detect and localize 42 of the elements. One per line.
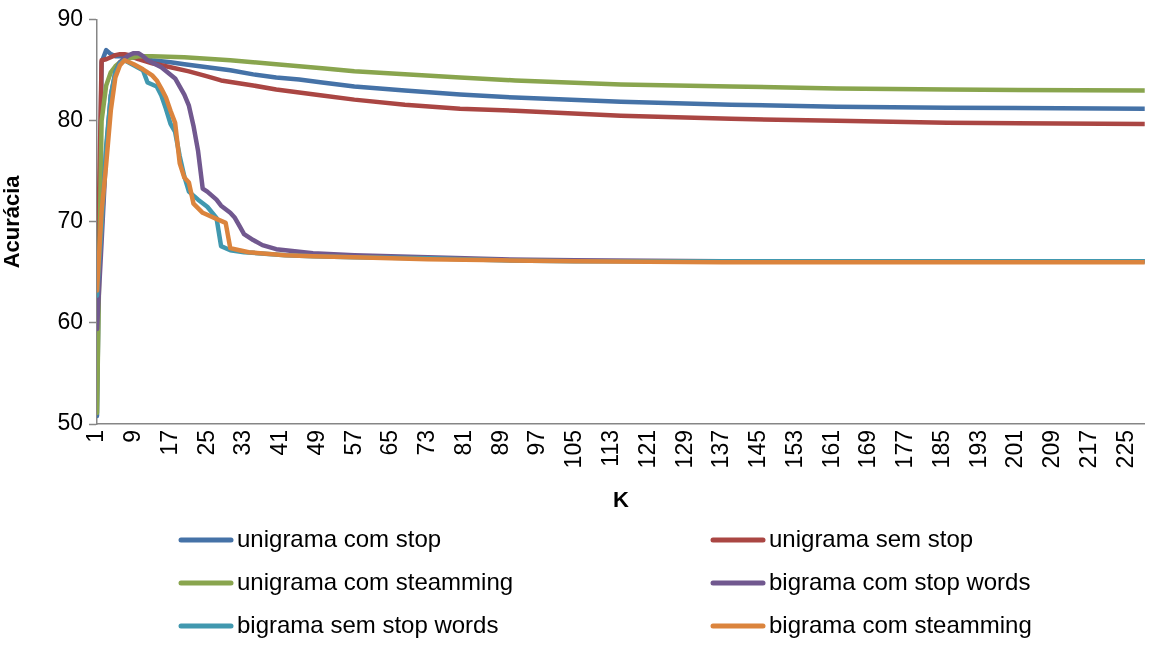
x-axis-title: K (612, 486, 629, 512)
legend-label: unigrama com steamming (237, 567, 514, 595)
x-tick-label: 105 (560, 430, 587, 469)
x-tick-label: 153 (780, 430, 807, 469)
legend-label: unigrama sem stop (769, 524, 974, 552)
x-tick-label: 25 (192, 430, 219, 456)
x-tick-label: 113 (597, 430, 624, 467)
x-tick-label: 169 (854, 430, 881, 469)
x-tick-label: 33 (229, 430, 256, 456)
x-tick-label: 145 (744, 430, 771, 469)
legend-label: bigrama com stop words (769, 567, 1031, 595)
x-tick-label: 81 (449, 430, 476, 456)
x-tick-label: 73 (413, 430, 440, 456)
x-tick-label: 185 (927, 430, 954, 469)
y-tick-label: 50 (57, 409, 83, 436)
x-tick-label: 49 (302, 430, 329, 456)
y-axis-title: Acurácia (0, 174, 25, 269)
x-tick-label: 225 (1111, 430, 1138, 469)
legend-label: unigrama com stop (237, 524, 442, 552)
x-tick-label: 217 (1074, 430, 1101, 469)
x-tick-label: 41 (266, 430, 293, 456)
x-tick-label: 97 (523, 430, 550, 456)
x-tick-label: 1 (82, 430, 109, 443)
x-tick-label: 89 (486, 430, 513, 456)
legend-label: bigrama com steamming (769, 610, 1032, 638)
x-tick-label: 201 (1001, 430, 1028, 469)
y-tick-label: 80 (57, 106, 83, 133)
x-tick-label: 9 (119, 430, 146, 443)
x-tick-label: 177 (891, 430, 918, 469)
legend-label: bigrama sem stop words (237, 610, 499, 638)
y-tick-label: 60 (57, 308, 83, 335)
x-tick-label: 193 (964, 430, 991, 469)
x-tick-label: 65 (376, 430, 403, 456)
y-tick-label: 90 (57, 5, 83, 32)
x-tick-label: 161 (817, 430, 844, 469)
x-tick-label: 137 (707, 430, 734, 469)
x-tick-label: 57 (339, 430, 366, 456)
x-tick-label: 17 (155, 430, 182, 456)
y-tick-label: 70 (57, 207, 83, 234)
x-tick-label: 121 (633, 430, 660, 469)
x-tick-label: 209 (1038, 430, 1065, 469)
x-tick-label: 129 (670, 430, 697, 469)
